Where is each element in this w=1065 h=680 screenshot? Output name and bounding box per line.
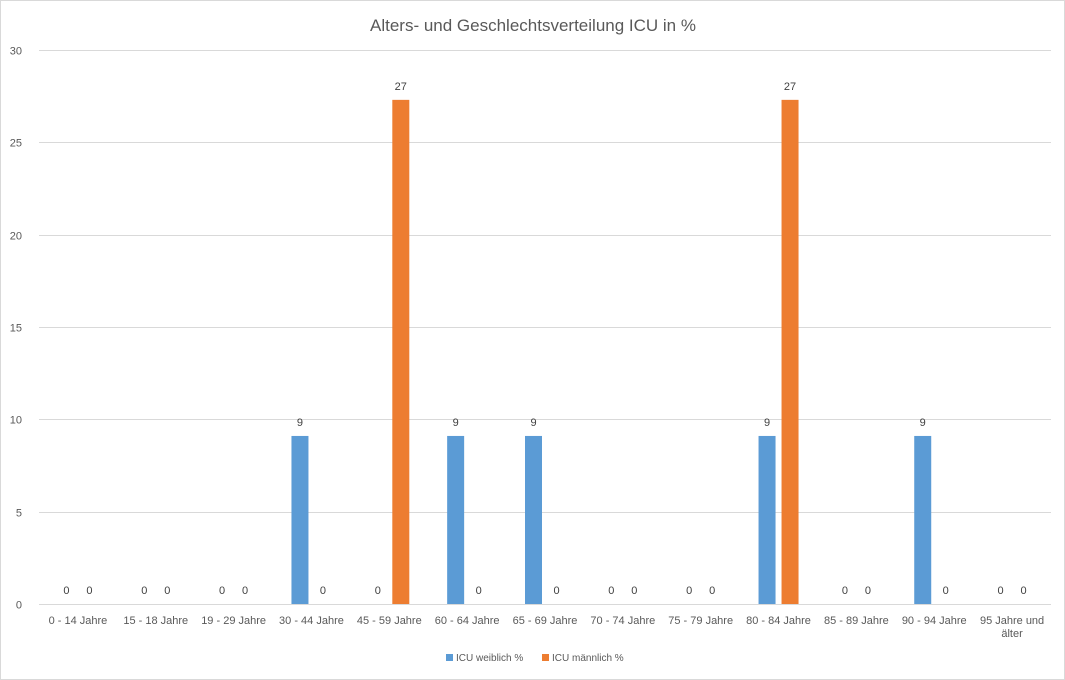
- y-tick-label: 15: [10, 323, 22, 335]
- data-label: 0: [709, 585, 715, 597]
- data-label: 9: [453, 417, 459, 429]
- data-label: 0: [865, 585, 871, 597]
- y-tick-label: 30: [10, 46, 22, 58]
- bars: [291, 99, 932, 605]
- legend-label: ICU weiblich %: [456, 653, 523, 664]
- x-tick-label: 19 - 29 Jahre: [201, 615, 266, 627]
- data-label: 0: [686, 585, 692, 597]
- x-axis-ticks: 0 - 14 Jahre 15 - 18 Jahre 19 - 29 Jahre 30…: [49, 615, 1045, 640]
- data-labels: 0 0 0 0 0 0 9 0 0 27 9 0 9 0 0 0 0 0 9 27 0 0 9 0 0 0: [63, 81, 1026, 597]
- legend-swatch: [542, 654, 549, 661]
- bar-weiblich: [447, 435, 465, 604]
- data-label: 0: [943, 585, 949, 597]
- data-label: 0: [219, 585, 225, 597]
- bar-weiblich: [291, 435, 309, 604]
- data-label: 0: [141, 585, 147, 597]
- y-tick-label: 10: [10, 415, 22, 427]
- y-tick-label: 0: [16, 600, 22, 612]
- y-tick-label: 5: [16, 508, 22, 520]
- x-tick-label: 95 Jahre und älter: [980, 615, 1044, 640]
- data-label: 0: [608, 585, 614, 597]
- bar-maennlich: [392, 99, 410, 605]
- data-label: 0: [998, 585, 1004, 597]
- y-tick-label: 25: [10, 138, 22, 150]
- data-label: 0: [63, 585, 69, 597]
- y-axis-ticks: 0 5 10 15 20 25 30: [10, 46, 22, 612]
- data-label: 9: [530, 417, 536, 429]
- bar-weiblich: [914, 435, 932, 604]
- x-tick-label: 80 - 84 Jahre: [746, 615, 811, 627]
- gridlines: [39, 50, 1051, 605]
- data-label: 0: [242, 585, 248, 597]
- data-label: 0: [86, 585, 92, 597]
- x-tick-label: 70 - 74 Jahre: [590, 615, 655, 627]
- data-label: 27: [395, 81, 407, 93]
- x-tick-label: 85 - 89 Jahre: [824, 615, 889, 627]
- x-tick-label: 65 - 69 Jahre: [513, 615, 578, 627]
- data-label: 0: [375, 585, 381, 597]
- data-label: 0: [320, 585, 326, 597]
- bar-maennlich: [781, 99, 799, 605]
- x-tick-label: 90 - 94 Jahre: [902, 615, 967, 627]
- data-label: 0: [476, 585, 482, 597]
- legend: ICU weiblich % ICU männlich %: [446, 653, 624, 664]
- legend-swatch: [446, 654, 453, 661]
- data-label: 0: [631, 585, 637, 597]
- x-tick-label: 0 - 14 Jahre: [49, 615, 108, 627]
- x-tick-label: 75 - 79 Jahre: [668, 615, 733, 627]
- data-label: 27: [784, 81, 796, 93]
- x-tick-label: 30 - 44 Jahre: [279, 615, 344, 627]
- bar-weiblich: [525, 435, 542, 604]
- data-label: 9: [297, 417, 303, 429]
- data-label: 9: [764, 417, 770, 429]
- data-label: 0: [1021, 585, 1027, 597]
- data-label: 9: [920, 417, 926, 429]
- data-label: 0: [164, 585, 170, 597]
- data-label: 0: [842, 585, 848, 597]
- x-tick-label: 15 - 18 Jahre: [123, 615, 188, 627]
- y-tick-label: 20: [10, 231, 22, 243]
- legend-label: ICU männlich %: [552, 653, 624, 664]
- bar-weiblich: [758, 435, 776, 604]
- data-label: 0: [553, 585, 559, 597]
- chart-title: Alters- und Geschlechtsverteilung ICU in…: [370, 16, 696, 35]
- x-tick-label: 45 - 59 Jahre: [357, 615, 422, 627]
- x-tick-label: 60 - 64 Jahre: [435, 615, 500, 627]
